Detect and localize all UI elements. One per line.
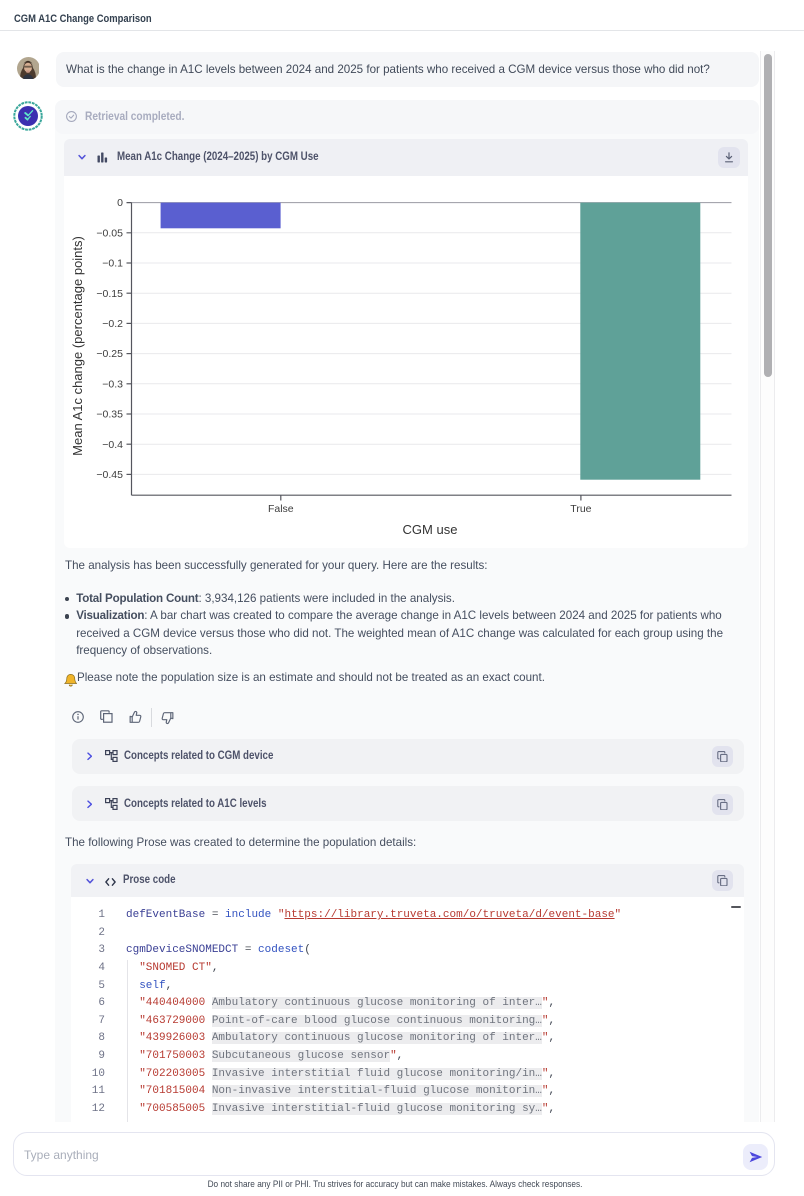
svg-text:−0.25: −0.25 [96, 348, 123, 360]
svg-text:0: 0 [117, 197, 123, 209]
svg-text:−0.2: −0.2 [102, 318, 123, 330]
svg-text:True: True [570, 503, 591, 515]
svg-text:−0.05: −0.05 [96, 227, 123, 239]
svg-text:−0.3: −0.3 [102, 378, 123, 390]
svg-text:−0.4: −0.4 [102, 439, 123, 451]
svg-text:−0.15: −0.15 [96, 288, 123, 300]
svg-text:−0.1: −0.1 [102, 258, 123, 270]
svg-text:Mean A1c change (percentage po: Mean A1c change (percentage points) [70, 236, 85, 456]
svg-text:CGM use: CGM use [403, 522, 458, 537]
svg-text:−0.35: −0.35 [96, 409, 123, 421]
svg-text:−0.45: −0.45 [96, 469, 123, 481]
svg-text:False: False [268, 503, 294, 515]
